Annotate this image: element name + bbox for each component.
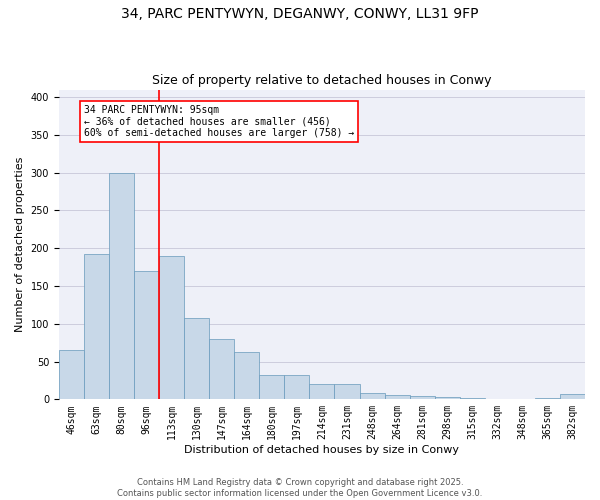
Bar bbox=[535, 398, 560, 400]
Bar bbox=[259, 375, 284, 400]
Text: 34, PARC PENTYWYN, DEGANWY, CONWY, LL31 9FP: 34, PARC PENTYWYN, DEGANWY, CONWY, LL31 … bbox=[121, 8, 479, 22]
Bar bbox=[359, 392, 385, 400]
Text: Contains HM Land Registry data © Crown copyright and database right 2025.
Contai: Contains HM Land Registry data © Crown c… bbox=[118, 478, 482, 498]
Title: Size of property relative to detached houses in Conwy: Size of property relative to detached ho… bbox=[152, 74, 492, 87]
Bar bbox=[284, 375, 310, 400]
Bar bbox=[434, 397, 460, 400]
Bar bbox=[234, 352, 259, 400]
Bar bbox=[159, 256, 184, 400]
Bar bbox=[184, 318, 209, 400]
Bar bbox=[485, 398, 510, 400]
Bar bbox=[410, 396, 434, 400]
Bar bbox=[109, 172, 134, 400]
Y-axis label: Number of detached properties: Number of detached properties bbox=[15, 157, 25, 332]
Bar bbox=[59, 350, 84, 400]
Bar bbox=[134, 271, 159, 400]
Bar bbox=[310, 384, 334, 400]
X-axis label: Distribution of detached houses by size in Conwy: Distribution of detached houses by size … bbox=[184, 445, 460, 455]
Bar bbox=[84, 254, 109, 400]
Bar bbox=[334, 384, 359, 400]
Bar bbox=[560, 394, 585, 400]
Bar bbox=[460, 398, 485, 400]
Bar bbox=[385, 395, 410, 400]
Text: 34 PARC PENTYWYN: 95sqm
← 36% of detached houses are smaller (456)
60% of semi-d: 34 PARC PENTYWYN: 95sqm ← 36% of detache… bbox=[84, 104, 354, 138]
Bar bbox=[209, 339, 234, 400]
